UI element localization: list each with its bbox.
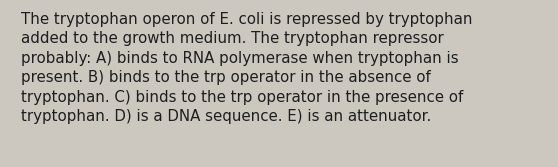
Text: The tryptophan operon of E. coli is repressed by tryptophan
added to the growth : The tryptophan operon of E. coli is repr… bbox=[21, 12, 473, 124]
